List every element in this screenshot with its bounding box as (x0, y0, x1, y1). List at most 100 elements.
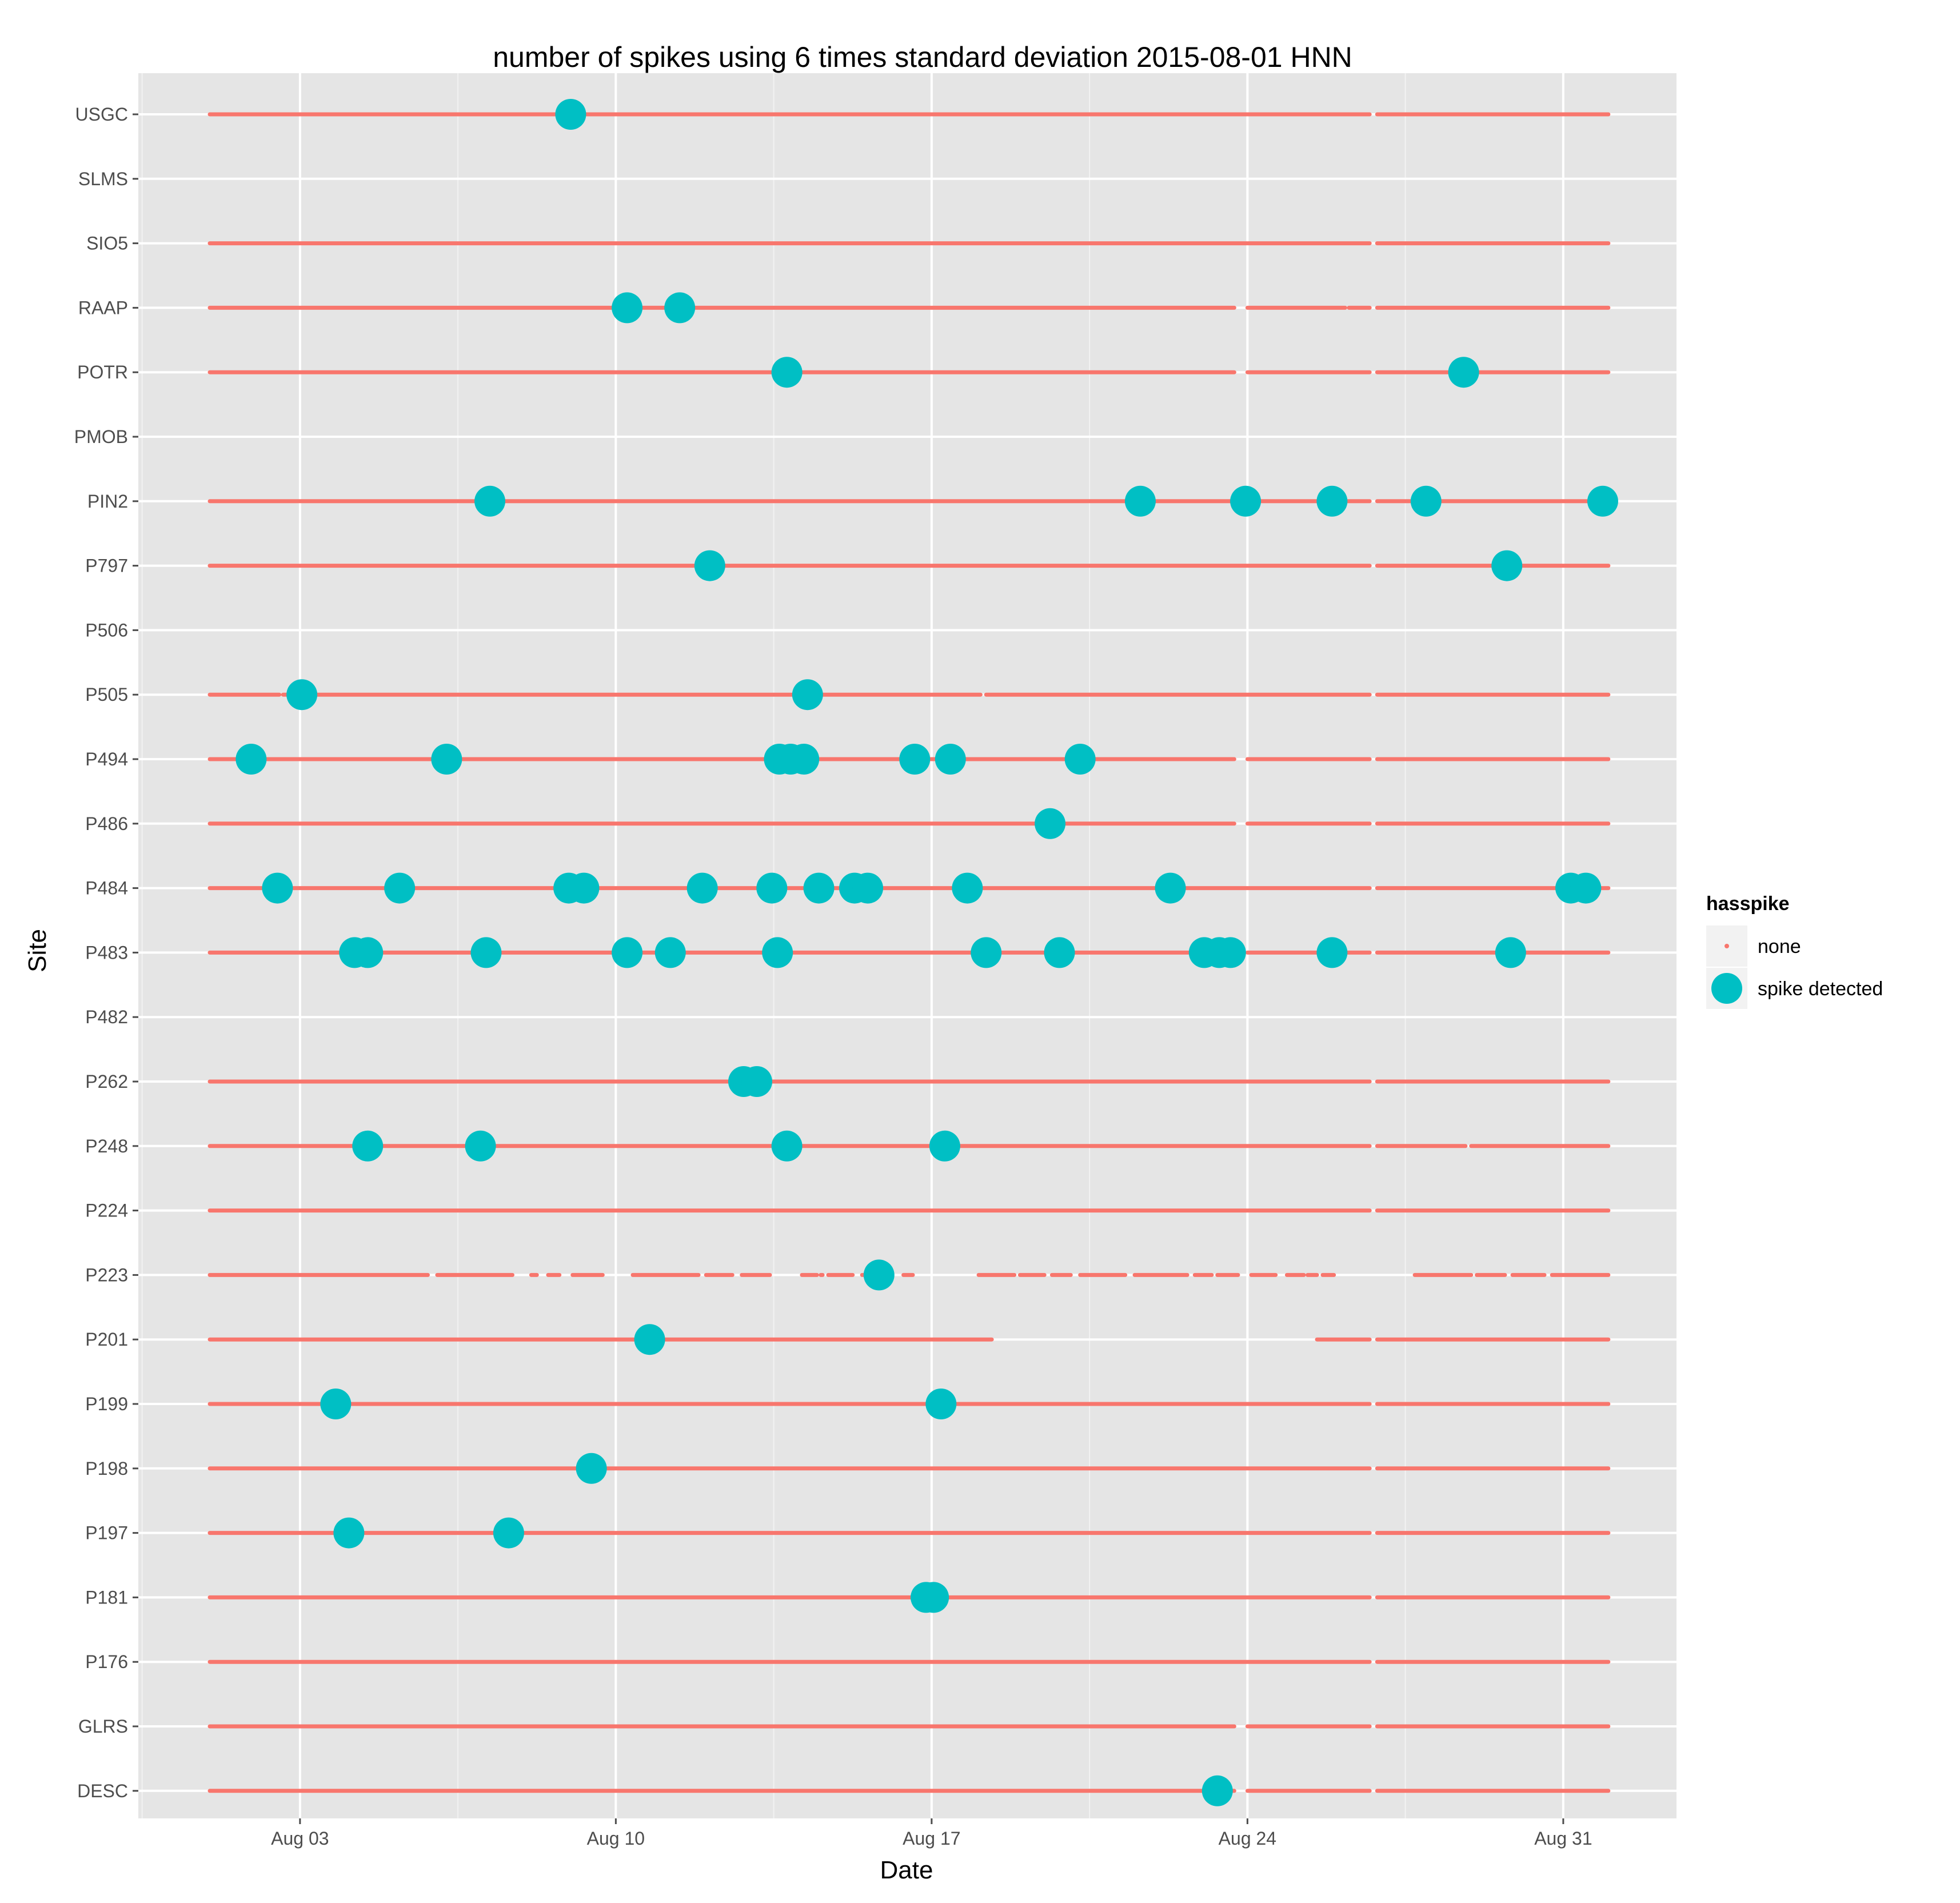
spike-point-potr (771, 357, 803, 388)
x-tick-label: Aug 10 (587, 1828, 645, 1849)
spike-point-desc (1201, 1775, 1233, 1806)
y-tick-label: P176 (85, 1651, 128, 1672)
spike-point-usgc (555, 99, 586, 130)
x-axis-title: Date (880, 1856, 933, 1884)
legend-none-dot (1725, 944, 1729, 948)
spike-point-p484 (952, 872, 983, 904)
spike-point-p797 (694, 550, 725, 581)
chart-title: number of spikes using 6 times standard … (493, 41, 1352, 73)
y-tick-label: P248 (85, 1136, 128, 1156)
spike-point-p484 (686, 872, 718, 904)
y-tick-label: P486 (85, 813, 128, 834)
y-tick-label: DESC (77, 1781, 128, 1801)
spike-point-p494 (788, 744, 820, 775)
legend-label-spike: spike detected (1758, 978, 1883, 1000)
spike-point-p201 (634, 1324, 665, 1355)
spike-point-p484 (803, 872, 835, 904)
y-tick-label: P484 (85, 878, 128, 899)
spike-point-p484 (1570, 872, 1602, 904)
spike-point-raap (612, 292, 643, 324)
legend-spike-dot (1711, 973, 1742, 1004)
legend-label-none: none (1758, 936, 1801, 958)
spike-point-p198 (576, 1453, 607, 1484)
spike-point-p248 (352, 1130, 384, 1162)
x-tick-label: Aug 24 (1219, 1828, 1276, 1849)
spike-point-p483 (1316, 937, 1348, 968)
y-tick-label: SIO5 (86, 233, 128, 254)
spike-point-p494 (935, 744, 966, 775)
legend-title: hasspike (1706, 893, 1790, 915)
spike-point-p197 (493, 1517, 524, 1549)
spike-point-p248 (771, 1130, 803, 1162)
spike-point-p248 (929, 1130, 960, 1162)
spike-point-p483 (1044, 937, 1075, 968)
spike-point-potr (1448, 357, 1479, 388)
spike-point-p483 (612, 937, 643, 968)
y-tick-label: P198 (85, 1458, 128, 1479)
spike-point-p505 (286, 679, 318, 711)
x-tick-label: Aug 17 (903, 1828, 960, 1849)
spike-point-p483 (470, 937, 502, 968)
spike-point-p483 (762, 937, 793, 968)
spike-point-p483 (654, 937, 686, 968)
spike-point-pin2 (1230, 485, 1262, 517)
spike-point-p494 (431, 744, 462, 775)
spike-point-p484 (756, 872, 788, 904)
spike-point-p484 (262, 872, 293, 904)
y-tick-label: P506 (85, 620, 128, 640)
y-axis-title: Site (23, 929, 51, 972)
y-tick-label: POTR (77, 362, 128, 382)
spike-point-p494 (899, 744, 931, 775)
spike-point-p484 (1155, 872, 1186, 904)
spike-point-p223 (863, 1259, 895, 1291)
y-tick-label: PIN2 (87, 491, 128, 512)
spike-point-p262 (741, 1066, 773, 1097)
spike-point-pin2 (1124, 485, 1156, 517)
spike-point-pin2 (1587, 485, 1618, 517)
spike-point-pin2 (1410, 485, 1442, 517)
spike-point-p484 (384, 872, 416, 904)
x-axis: Aug 03 Aug 10 Aug 17 Aug 24 Aug 31 (271, 1818, 1592, 1849)
y-tick-label: P483 (85, 942, 128, 963)
y-tick-label: P482 (85, 1007, 128, 1027)
spike-point-p494 (1064, 744, 1096, 775)
y-tick-label: USGC (75, 104, 128, 125)
spike-point-p197 (333, 1517, 365, 1549)
spike-point-p486 (1035, 808, 1066, 839)
x-tick-label: Aug 03 (271, 1828, 329, 1849)
spike-point-p505 (792, 679, 823, 711)
spike-point-raap (664, 292, 696, 324)
y-tick-label: SLMS (78, 169, 128, 189)
spike-point-p797 (1491, 550, 1523, 581)
plot-panel (138, 73, 1676, 1818)
y-tick-label: P201 (85, 1329, 128, 1350)
spike-point-pin2 (1316, 485, 1348, 517)
y-tick-label: P199 (85, 1394, 128, 1414)
spike-point-p483 (971, 937, 1002, 968)
y-tick-label: PMOB (74, 426, 128, 447)
y-tick-label: P505 (85, 684, 128, 705)
y-tick-label: RAAP (78, 297, 128, 318)
y-tick-label: P494 (85, 749, 128, 769)
y-tick-label: P262 (85, 1071, 128, 1092)
y-axis: USGC SLMS SIO5 RAAP POTR PMOB PIN2 P797 P506 P505… (74, 104, 138, 1801)
spike-point-p199 (320, 1389, 352, 1419)
spike-point-p483 (1495, 937, 1526, 968)
y-tick-label: P224 (85, 1200, 128, 1221)
y-tick-label: P223 (85, 1264, 128, 1285)
spike-point-p248 (465, 1130, 496, 1162)
y-tick-label: GLRS (78, 1716, 128, 1737)
legend: hasspike none spike detected (1706, 893, 1883, 1009)
y-tick-label: P797 (85, 556, 128, 576)
spike-point-p484 (568, 872, 600, 904)
spike-point-p181 (918, 1582, 949, 1613)
spike-point-p484 (852, 872, 884, 904)
y-tick-label: P197 (85, 1523, 128, 1543)
spike-point-p494 (235, 744, 267, 775)
spike-point-p199 (925, 1389, 957, 1419)
x-tick-label: Aug 31 (1534, 1828, 1592, 1849)
spike-point-pin2 (474, 485, 506, 517)
y-tick-label: P181 (85, 1587, 128, 1607)
chart-marks (207, 99, 1618, 1806)
